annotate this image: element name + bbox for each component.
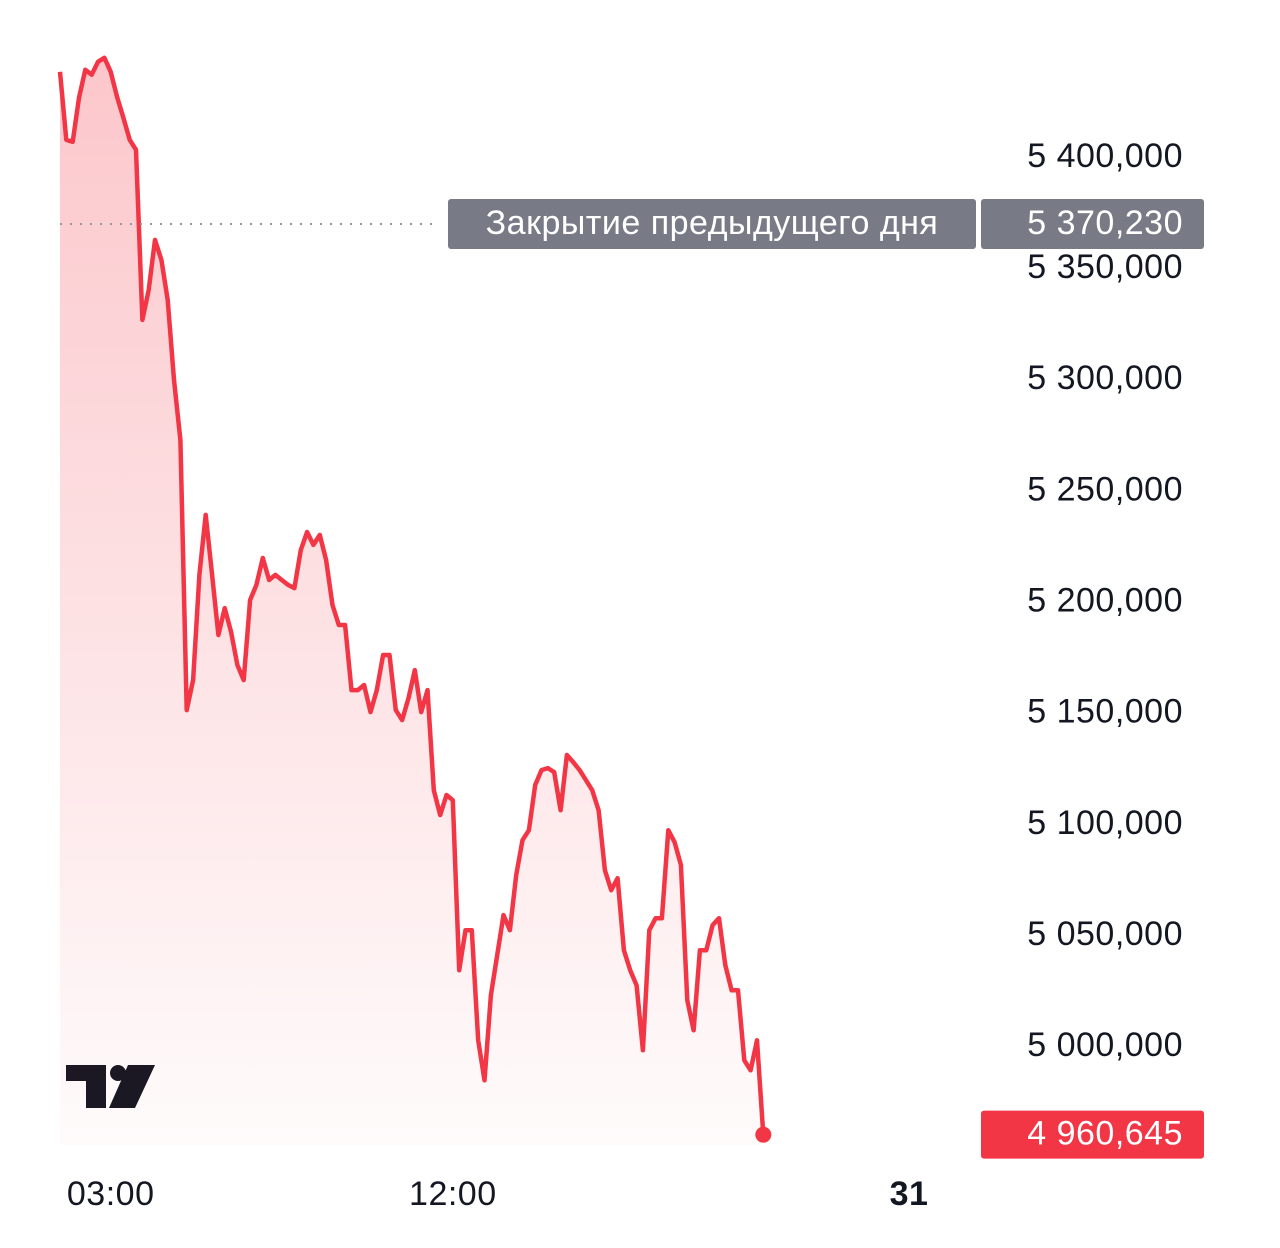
x-tick-label: 31 xyxy=(890,1175,929,1213)
reference-label: Закрытие предыдущего дня xyxy=(486,204,939,242)
reference-label-box xyxy=(448,199,976,250)
y-tick-label: 5 400,000 xyxy=(1027,137,1183,175)
last-point xyxy=(755,1126,772,1143)
y-tick-label: 5 150,000 xyxy=(1027,693,1183,731)
y-tick-label: 5 350,000 xyxy=(1027,248,1183,286)
x-tick-label: 12:00 xyxy=(409,1175,497,1213)
y-tick-label: 5 300,000 xyxy=(1027,359,1183,397)
area xyxy=(60,57,764,1145)
y-tick-label: 5 250,000 xyxy=(1027,470,1183,508)
x-tick-label: 03:00 xyxy=(67,1175,155,1213)
last-price-label: 4 960,645 xyxy=(1027,1115,1183,1153)
y-tick-label: 5 000,000 xyxy=(1027,1026,1183,1064)
reference-value: 5 370,230 xyxy=(1027,204,1183,242)
reference-value-box xyxy=(981,199,1204,250)
y-tick-label: 5 050,000 xyxy=(1027,915,1183,953)
y-tick-label: 5 100,000 xyxy=(1027,804,1183,842)
price-line xyxy=(57,55,766,1135)
y-tick-label: 5 200,000 xyxy=(1027,581,1183,619)
last-price-box xyxy=(981,1110,1204,1159)
